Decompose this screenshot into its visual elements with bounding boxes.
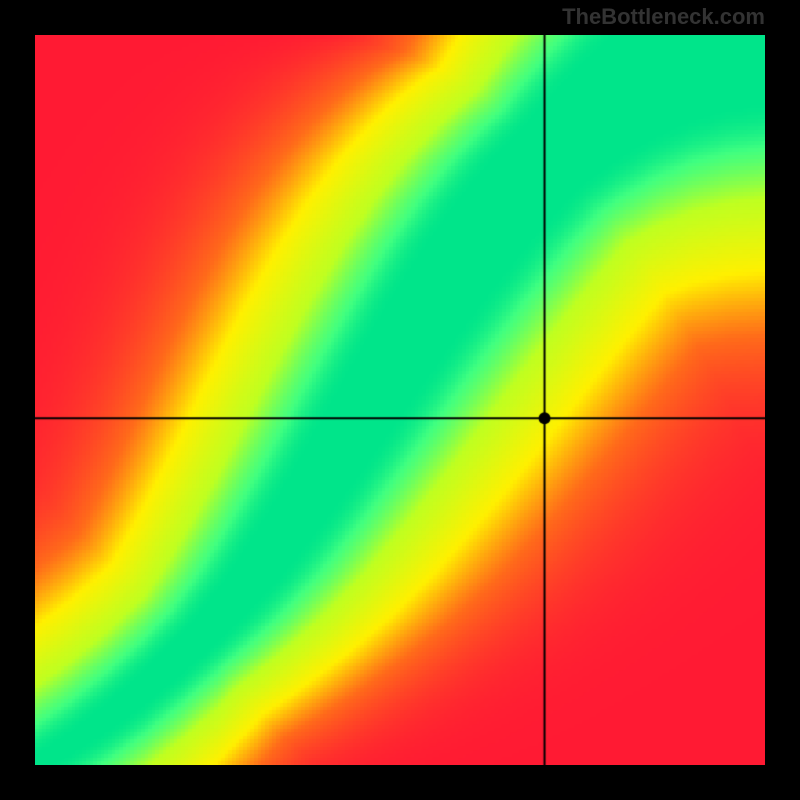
heatmap-plot [35, 35, 765, 765]
heatmap-canvas [35, 35, 765, 765]
chart-container: TheBottleneck.com [0, 0, 800, 800]
watermark-text: TheBottleneck.com [562, 4, 765, 30]
